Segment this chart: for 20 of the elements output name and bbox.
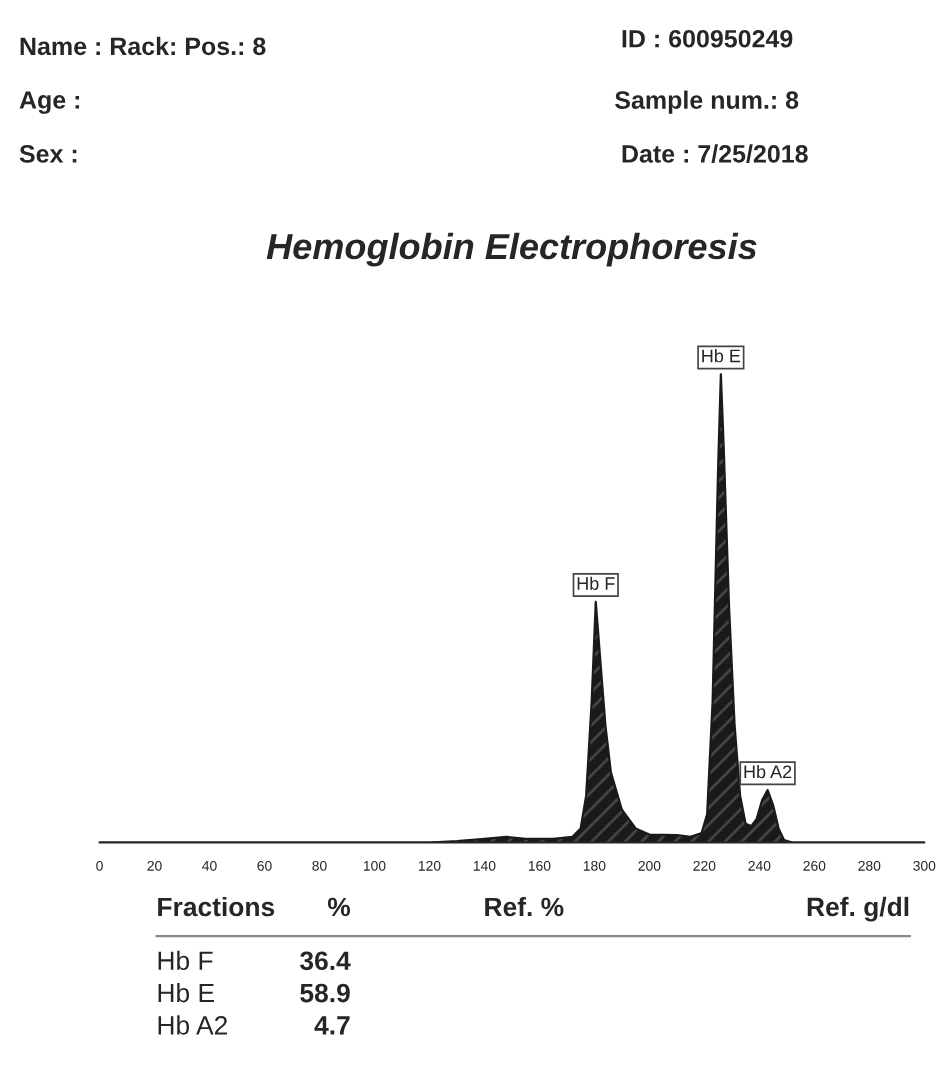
text: Name : Rack: Pos.: 8	[20, 36, 266, 56]
text: 58.9	[300, 983, 350, 1003]
text: Fractions	[158, 896, 275, 917]
text: Hb E	[158, 983, 214, 1003]
annotation: Hb E	[702, 349, 741, 363]
annotation: Hb F	[577, 576, 615, 590]
text: Date : 7/25/2018	[622, 144, 808, 163]
text: Age :	[19, 91, 80, 114]
text: 36.4	[300, 951, 351, 971]
text: Hb A2	[158, 1015, 227, 1035]
chart-title: Hemoglobin Electrophoresis	[266, 232, 757, 267]
text: Ref. g/dl	[807, 896, 909, 922]
text: Sex :	[19, 145, 77, 163]
text: Ref. %	[485, 896, 564, 917]
text: ID : 600950249	[622, 29, 793, 48]
text: %	[327, 897, 351, 917]
text: Sample num.: 8	[615, 90, 799, 114]
annotation: Hb A2	[744, 764, 792, 779]
text: 4.7	[314, 1016, 350, 1035]
text: Hb F	[158, 950, 213, 971]
